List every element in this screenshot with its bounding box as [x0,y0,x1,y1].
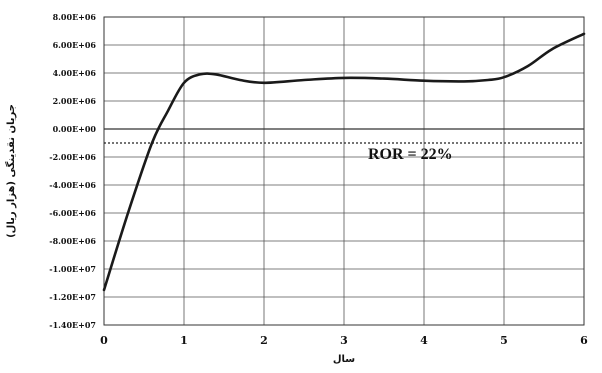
grid [103,16,585,326]
ror-annotation: ROR = 22% [368,146,453,163]
y-axis-title: جریان نقدینگی (هزار ریال) [4,104,17,238]
y-tick-label: -8.00E+06 [49,236,96,246]
y-tick-label: 6.00E+06 [53,40,97,50]
y-tick-label: 8.00E+06 [53,12,97,22]
x-tick-label: 0 [100,334,108,347]
y-tick-label: 0.00E+00 [53,124,97,134]
y-tick-label: -1.40E+07 [49,320,96,330]
x-axis-title: سال [333,354,355,365]
x-tick-label: 1 [180,334,188,347]
plot-frame [103,16,585,326]
y-tick-label: -1.20E+07 [49,292,96,302]
y-tick-label: -4.00E+06 [49,180,96,190]
x-tick-label: 2 [260,334,268,347]
y-tick-label: -1.00E+07 [49,264,96,274]
cash-flow-series-line [102,32,586,292]
y-tick-label: 2.00E+06 [53,96,97,106]
x-tick-label: 3 [340,334,348,347]
x-tick-labels: 0 1 2 3 4 5 6 [100,334,588,347]
x-tick-label: 5 [500,334,508,347]
y-tick-label: -2.00E+06 [49,152,96,162]
y-tick-label: -6.00E+06 [49,208,96,218]
y-tick-labels: 8.00E+06 6.00E+06 4.00E+06 2.00E+06 0.00E+00… [49,12,96,330]
x-tick-label: 4 [420,334,428,347]
y-tick-label: 4.00E+06 [53,68,97,78]
x-tick-label: 6 [580,334,588,347]
